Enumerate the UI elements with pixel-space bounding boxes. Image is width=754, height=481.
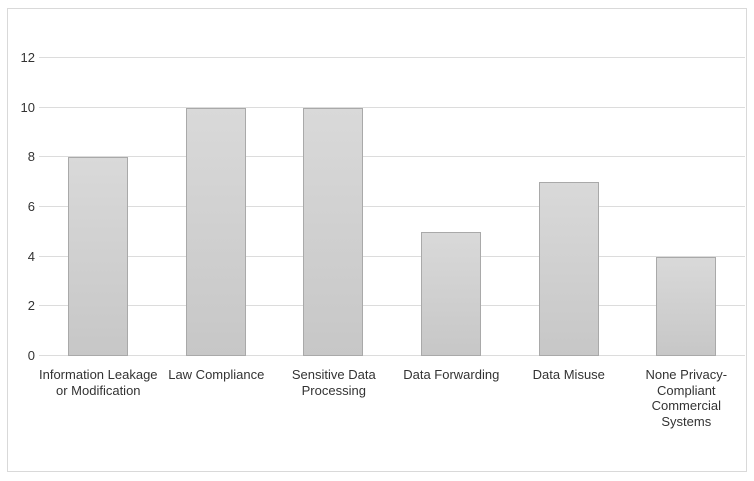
x-category-label-line: Information Leakage <box>39 367 158 382</box>
x-category-label: Data Forwarding <box>393 367 511 429</box>
y-tick-label: 10 <box>20 99 35 115</box>
x-axis-labels: Information Leakage or Modification Law Co… <box>39 367 745 429</box>
y-axis: 0 2 4 6 8 10 12 <box>10 51 35 363</box>
gridline <box>39 355 745 356</box>
gridline <box>39 106 745 108</box>
x-category-label-line: Compliant <box>657 382 716 398</box>
y-tick-label: 8 <box>27 149 35 165</box>
x-category-label: Information Leakage or Modification <box>39 367 158 429</box>
x-category-label-line: Data Misuse <box>532 367 605 382</box>
bar-data-misuse <box>538 182 599 356</box>
x-category-label-line: Law Compliance <box>168 367 265 382</box>
x-category-label-line: Sensitive Data <box>291 367 376 382</box>
y-tick-label: 2 <box>27 298 35 314</box>
gridline <box>39 57 745 58</box>
bar-none-privacy-compliant-commercial-systems <box>656 256 717 356</box>
plot-area <box>39 57 745 356</box>
gridline <box>39 255 745 257</box>
y-tick-label: 0 <box>27 348 35 363</box>
x-category-label-line: Systems <box>661 413 712 429</box>
y-tick-label: 6 <box>27 199 35 214</box>
x-category-label: Law Compliance <box>158 367 276 429</box>
bar-information-leakage-or-modification <box>67 157 128 356</box>
x-category-label-line: Processing <box>301 382 366 398</box>
x-category-label-line: Commercial <box>651 398 721 413</box>
x-category-label-line: Data Forwarding <box>403 367 500 382</box>
gridline <box>39 156 745 158</box>
x-category-label-line: or Modification <box>55 382 141 398</box>
bar-sensitive-data-processing <box>303 107 364 356</box>
x-category-label: Data Misuse <box>510 367 628 429</box>
bar-law-compliance <box>185 107 246 356</box>
bar-data-forwarding <box>420 231 481 356</box>
gridline <box>39 206 745 207</box>
x-category-label-line: None Privacy- <box>645 367 728 382</box>
x-category-label: Sensitive Data Processing <box>275 367 393 429</box>
y-tick-label: 4 <box>27 248 35 264</box>
chart-frame: 0 2 4 6 8 10 12 Information Leakage or Modifica… <box>7 8 747 472</box>
x-category-label: None Privacy- Compliant Commercial Systems <box>628 367 746 429</box>
y-tick-label: 12 <box>20 50 35 65</box>
gridline <box>39 305 745 307</box>
